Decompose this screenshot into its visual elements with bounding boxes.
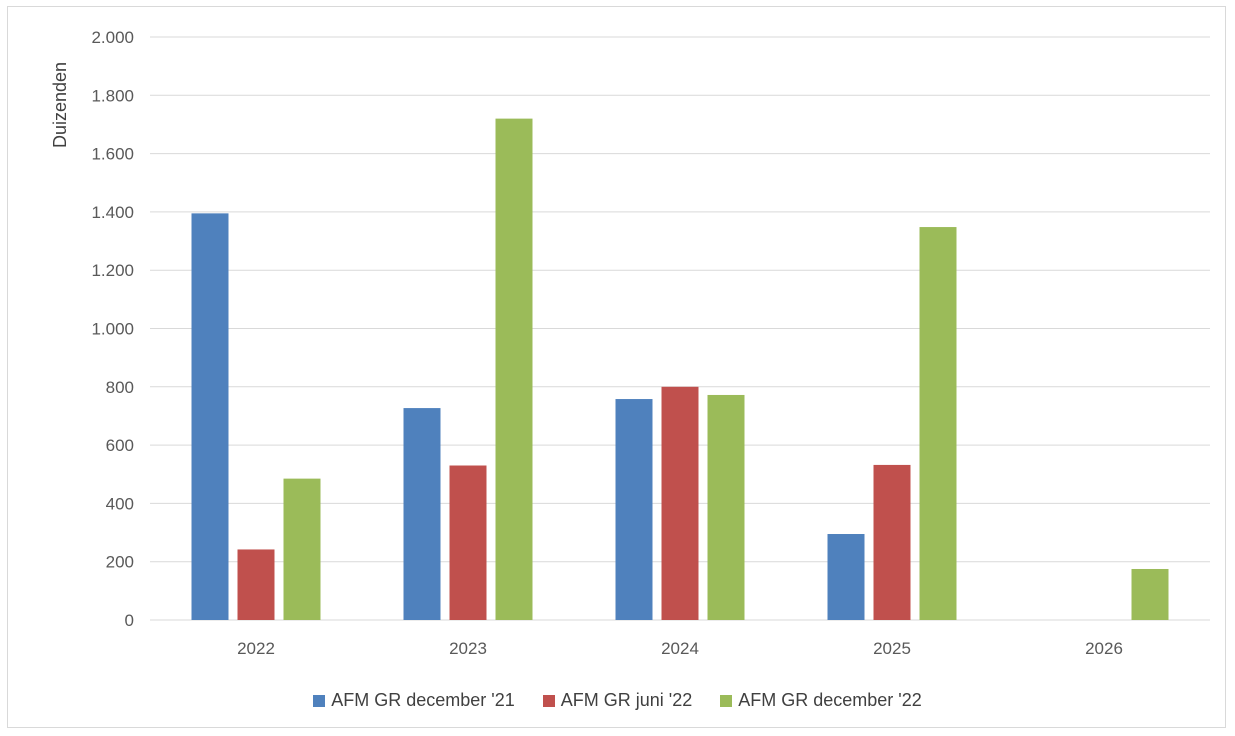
legend-swatch <box>542 694 555 707</box>
x-tick-label: 2022 <box>237 639 275 658</box>
y-tick-label: 1.200 <box>91 261 134 280</box>
y-tick-label: 200 <box>106 553 134 572</box>
legend-label: AFM GR december '21 <box>331 690 515 710</box>
bar-2024-series-1 <box>615 399 653 620</box>
x-tick-label: 2023 <box>449 639 487 658</box>
gridlines <box>150 36 1210 621</box>
bar-2023-series-1 <box>403 408 441 620</box>
y-tick-label: 0 <box>125 611 134 630</box>
legend-label: AFM GR juni '22 <box>560 690 693 710</box>
y-tick-label: 1.400 <box>91 203 134 222</box>
y-axis-label: Duizenden <box>50 62 70 148</box>
bar-2026-series-3 <box>1131 568 1169 620</box>
bars <box>191 118 1169 621</box>
y-tick-label: 600 <box>106 436 134 455</box>
bar-2024-series-3 <box>707 394 745 620</box>
legend-label: AFM GR december '22 <box>738 690 922 710</box>
bar-2022-series-1 <box>191 213 229 621</box>
y-tick-label: 1.000 <box>91 320 134 339</box>
y-tick-label: 1.600 <box>91 145 134 164</box>
bar-2025-series-2 <box>873 464 911 620</box>
bar-2025-series-1 <box>827 534 865 620</box>
x-tick-label: 2024 <box>661 639 699 658</box>
legend-item-series-1: AFM GR december '21 <box>313 690 515 711</box>
x-axis-ticks: 2022 2023 2024 2025 2026 <box>237 639 1123 658</box>
y-tick-label: 800 <box>106 378 134 397</box>
x-tick-label: 2025 <box>873 639 911 658</box>
y-tick-label: 400 <box>106 494 134 513</box>
y-axis-ticks: 0 200 400 600 800 1.000 1.200 1.400 1.600 1.800 2.… <box>91 28 134 630</box>
bar-chart: 0 200 400 600 800 1.000 1.200 1.400 1.600 1.800 2.… <box>50 28 1210 658</box>
bar-2025-series-3 <box>919 227 957 621</box>
legend: AFM GR december '21 AFM GR juni '22 AFM … <box>0 690 1235 711</box>
legend-item-series-3: AFM GR december '22 <box>720 690 922 711</box>
bar-2024-series-2 <box>661 386 699 620</box>
legend-swatch <box>720 694 733 707</box>
bar-2023-series-3 <box>495 118 533 621</box>
y-tick-label: 2.000 <box>91 28 134 47</box>
bar-2022-series-3 <box>283 478 321 620</box>
legend-item-series-2: AFM GR juni '22 <box>542 690 693 711</box>
x-tick-label: 2026 <box>1085 639 1123 658</box>
y-tick-label: 1.800 <box>91 86 134 105</box>
bar-2023-series-2 <box>449 465 487 620</box>
legend-swatch <box>313 694 326 707</box>
bar-2022-series-2 <box>237 549 275 620</box>
